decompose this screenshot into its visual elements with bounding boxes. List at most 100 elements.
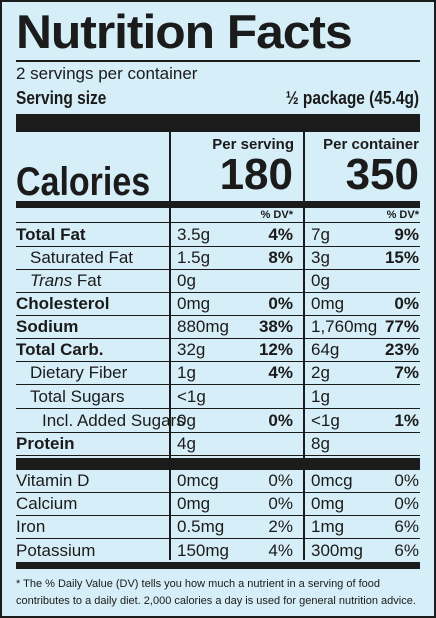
nutrient-name-italic: Trans: [30, 271, 73, 290]
nutrient-name: Total Carb.: [16, 340, 104, 359]
serving-dv: 4%: [268, 225, 293, 244]
serving-dv: 0%: [268, 294, 293, 313]
nutrient-name: Calcium: [16, 494, 78, 513]
row-rule: [16, 408, 420, 409]
row-rule: [16, 455, 420, 456]
nutrient-name: Total Sugars: [30, 387, 125, 406]
calories-label: Calories: [16, 160, 151, 204]
container-amount: 7g: [311, 225, 330, 244]
serving-dv: 4%: [268, 363, 293, 382]
serving-amount: 0mg: [177, 294, 211, 313]
serving-dv: 0%: [268, 411, 293, 430]
serving-amount: <1g: [177, 387, 206, 406]
serving-amount: 0g: [177, 411, 196, 430]
dv-header-serving: % DV*: [260, 209, 293, 221]
serving-amount: 0.5mg: [177, 517, 225, 536]
nutrient-name: Sodium: [16, 317, 79, 336]
footnote: * The % Daily Value (DV) tells you how m…: [16, 578, 416, 607]
container-amount: 1mg: [311, 517, 345, 536]
row-rule: [16, 515, 420, 516]
serving-amount: 150mg: [177, 541, 229, 560]
row-rule: [16, 315, 420, 316]
serving-dv: 4%: [268, 541, 293, 560]
container-dv: 9%: [394, 225, 419, 244]
nutrient-name: Total Fat: [16, 225, 86, 244]
row-rule: [16, 432, 420, 433]
nutrient-name: Protein: [16, 434, 75, 453]
thick-divider-vitamins: [16, 458, 420, 470]
row-rule: [16, 538, 420, 539]
column-divider-right: [303, 132, 305, 560]
serving-size-label: Serving size: [16, 88, 107, 108]
calories-per-container: 350: [345, 150, 419, 199]
serving-dv: 2%: [268, 517, 293, 536]
serving-dv: 38%: [258, 317, 293, 336]
serving-amount: 880mg: [177, 317, 229, 336]
serving-size-value: ½ package (45.4g): [285, 88, 419, 108]
thick-divider-top: [16, 114, 420, 132]
serving-amount: 0mg: [177, 494, 211, 513]
container-dv: 6%: [394, 541, 419, 560]
row-rule: [16, 361, 420, 362]
nutrient-name: Saturated Fat: [30, 248, 134, 267]
container-amount: 8g: [311, 434, 330, 453]
row-rule: [16, 338, 420, 339]
row-rule: [16, 269, 420, 270]
nutrient-name: Potassium: [16, 541, 96, 560]
nutrient-name: Vitamin D: [16, 471, 90, 490]
serving-dv: 0%: [268, 494, 293, 513]
container-amount: 0mg: [311, 494, 345, 513]
container-amount: 300mg: [311, 541, 363, 560]
serving-amount: 4g: [177, 434, 196, 453]
container-dv: 23%: [384, 340, 419, 359]
container-dv: 0%: [394, 494, 419, 513]
serving-dv: 8%: [268, 248, 293, 267]
container-dv: 1%: [394, 411, 419, 430]
container-amount: 0g: [311, 271, 330, 290]
serving-amount: 1.5g: [177, 248, 211, 267]
container-amount: <1g: [311, 411, 340, 430]
nutrient-name: Incl. Added Sugars: [42, 411, 185, 430]
per-container-header: Per container: [323, 136, 419, 153]
container-amount: 0mg: [311, 294, 345, 313]
row-rule: [16, 384, 420, 385]
dv-header-rule: [16, 222, 420, 223]
container-amount: 3g: [311, 248, 330, 267]
row-rule: [16, 246, 420, 247]
container-dv: 15%: [384, 248, 419, 267]
per-serving-header: Per serving: [212, 136, 294, 153]
container-dv: 77%: [384, 317, 419, 336]
container-amount: 1g: [311, 387, 330, 406]
nutrient-name: Trans Fat: [30, 270, 102, 292]
title-rule: [16, 60, 420, 62]
thick-divider-bottom: [16, 562, 420, 569]
container-amount: 2g: [311, 363, 330, 382]
serving-amount: 0mcg: [177, 471, 219, 490]
servings-per-container: 2 servings per container: [16, 64, 198, 83]
serving-amount: 0g: [177, 271, 196, 290]
serving-amount: 3.5g: [177, 225, 211, 244]
serving-dv: 0%: [268, 471, 293, 490]
nutrient-name-suffix: Fat: [72, 271, 102, 290]
column-divider-left: [169, 132, 171, 560]
row-rule: [16, 492, 420, 493]
serving-amount: 1g: [177, 363, 196, 382]
container-dv: 7%: [394, 363, 419, 382]
serving-amount: 32g: [177, 340, 206, 359]
calories-per-serving: 180: [219, 150, 293, 199]
container-dv: 0%: [394, 471, 419, 490]
dv-header-container: % DV*: [386, 209, 419, 221]
container-dv: 6%: [394, 517, 419, 536]
nutrient-name: Dietary Fiber: [30, 363, 128, 382]
nutrient-name: Cholesterol: [16, 294, 110, 313]
nutrient-name: Iron: [16, 517, 46, 536]
container-amount: 1,760mg: [311, 317, 378, 336]
container-amount: 64g: [311, 340, 340, 359]
serving-dv: 12%: [258, 340, 293, 359]
container-dv: 0%: [394, 294, 419, 313]
row-rule: [16, 292, 420, 293]
label-title: Nutrition Facts: [16, 5, 353, 58]
thick-divider-calories: [16, 201, 420, 208]
container-amount: 0mcg: [311, 471, 353, 490]
